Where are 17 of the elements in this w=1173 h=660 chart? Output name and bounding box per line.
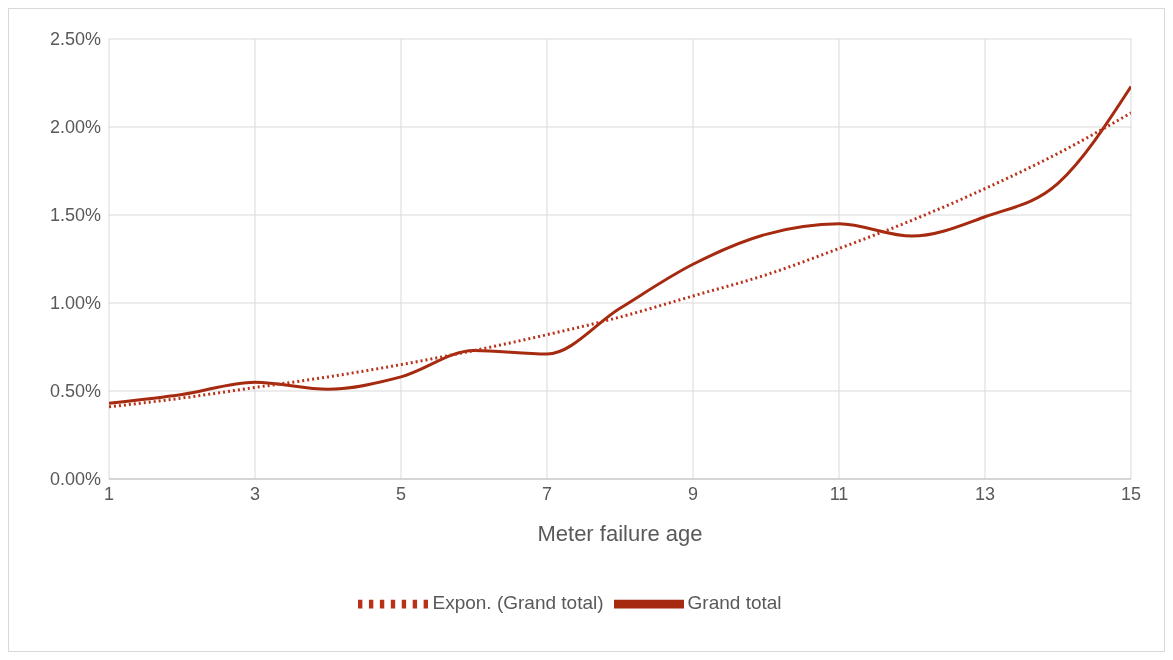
x-axis-title: Meter failure age (537, 521, 703, 546)
x-tick-label: 5 (395, 483, 407, 504)
y-tick-label: 2.00% (49, 117, 101, 138)
y-tick-label: 1.50% (49, 205, 101, 226)
y-tick-label: 1.00% (49, 293, 101, 314)
y-tick-label: 0.50% (49, 381, 101, 402)
x-tick-label: 1 (103, 483, 115, 504)
x-tick-label: 15 (1120, 483, 1142, 504)
x-tick-label: 3 (249, 483, 261, 504)
x-tick-label: 11 (829, 483, 849, 504)
legend-label: Grand total (687, 592, 782, 614)
x-tick-label: 7 (541, 483, 553, 504)
y-tick-label: 0.00% (49, 469, 101, 490)
y-tick-label: 2.50% (49, 29, 101, 50)
x-tick-label: 9 (687, 483, 699, 504)
legend-label: Expon. (Grand total) (432, 592, 604, 614)
x-tick-label: 13 (974, 483, 996, 504)
